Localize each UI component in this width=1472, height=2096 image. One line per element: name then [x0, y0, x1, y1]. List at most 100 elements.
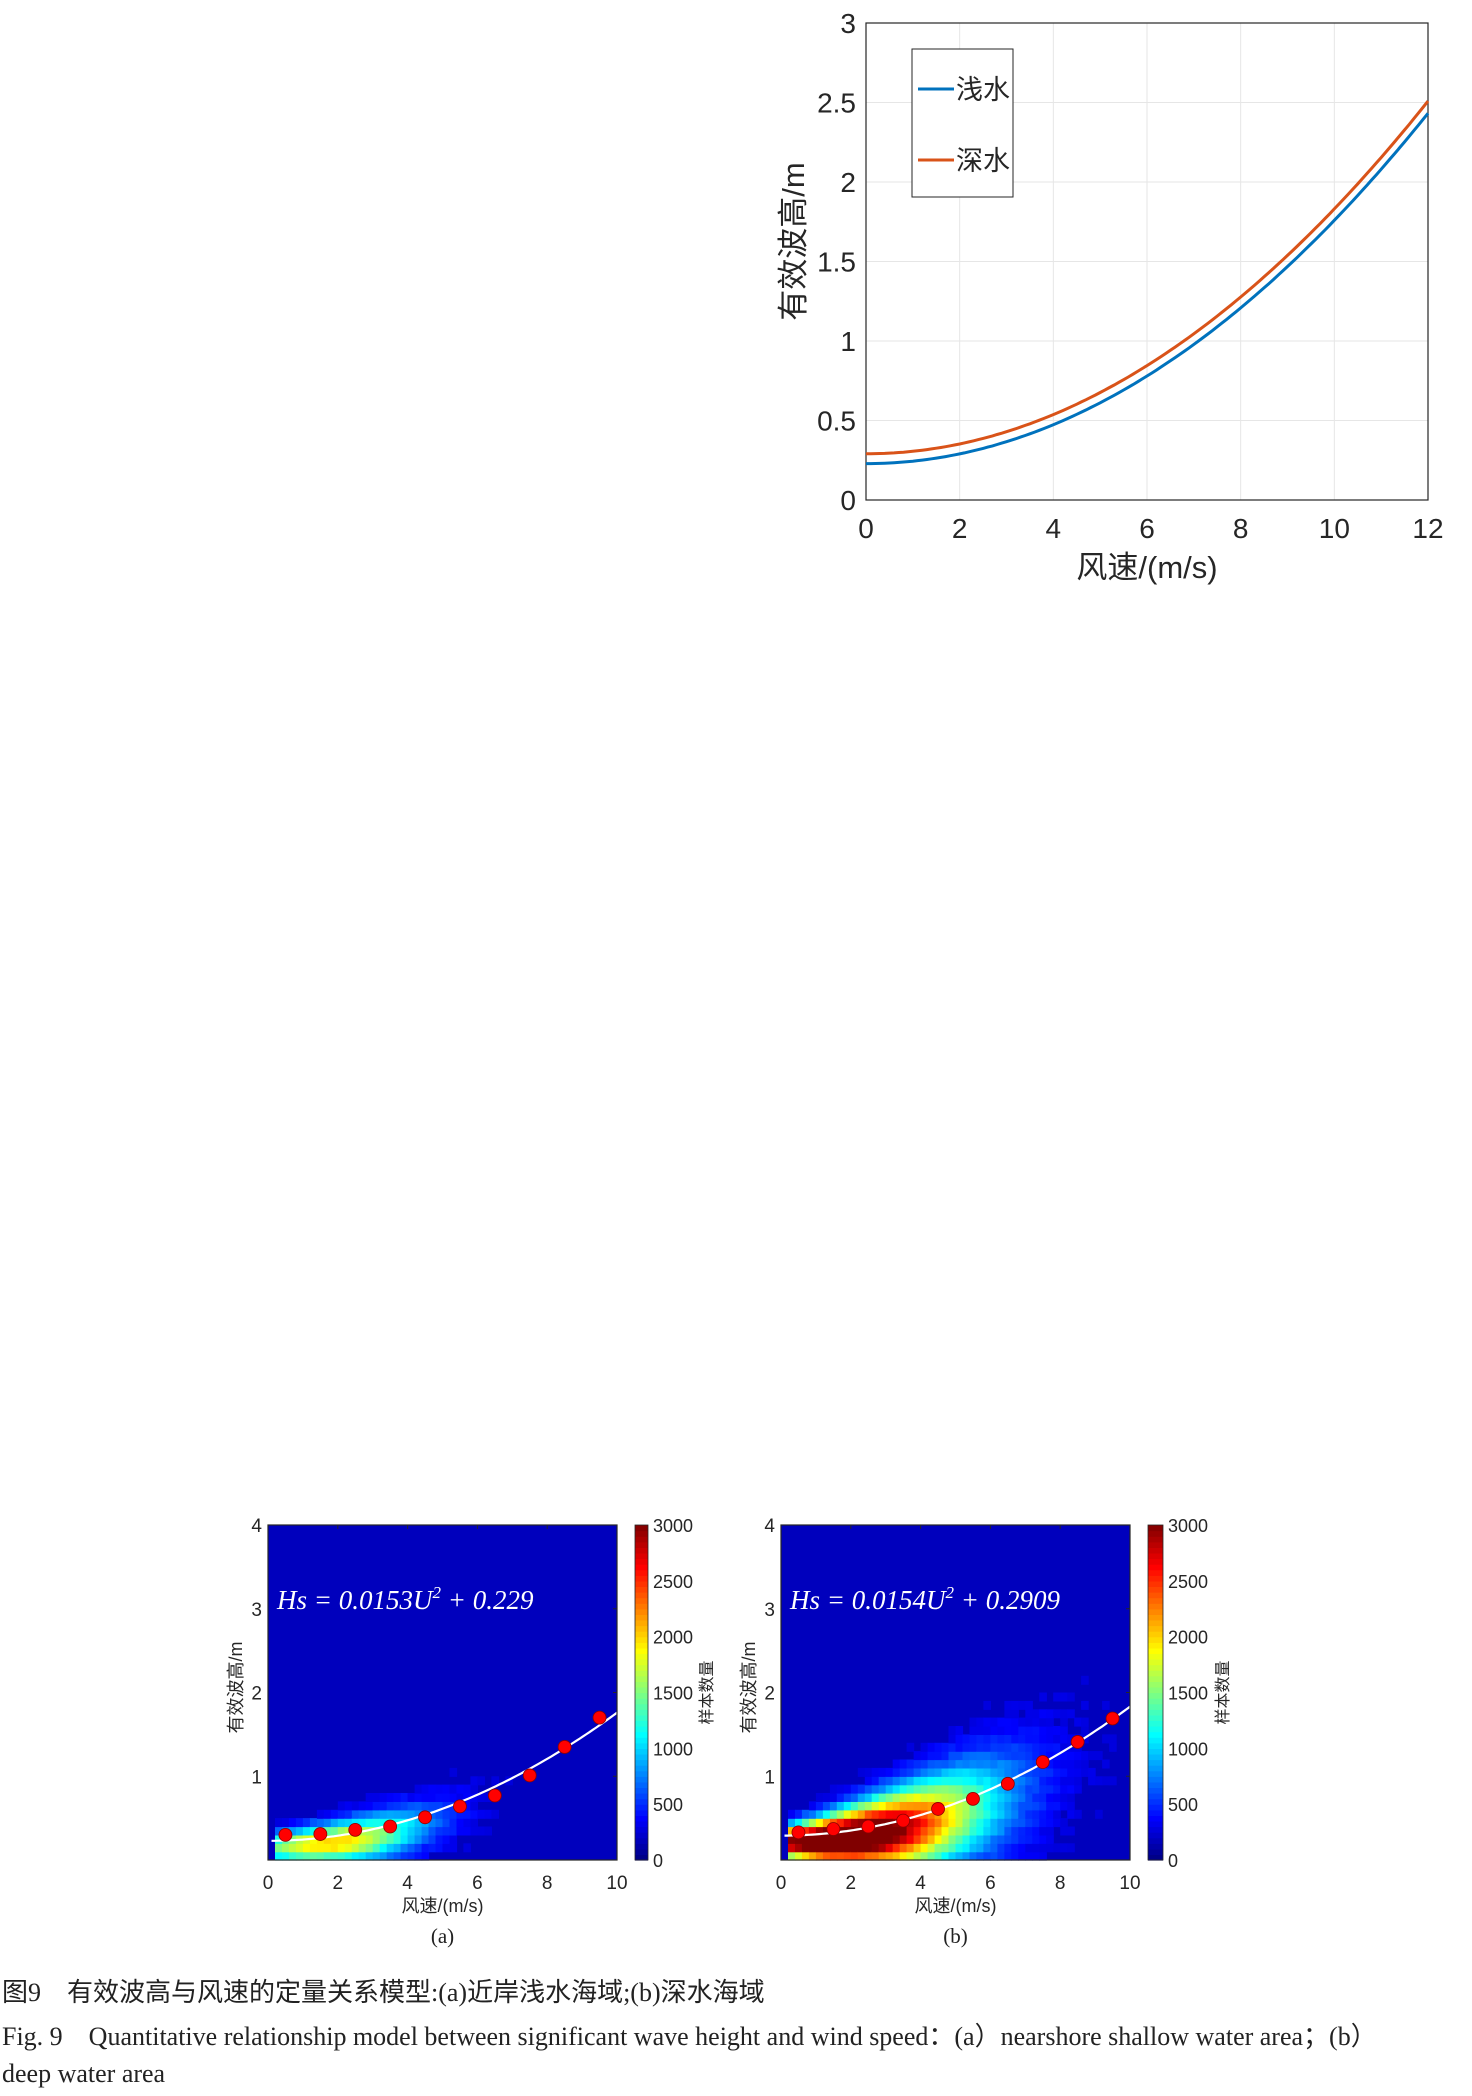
heatmap-cell: [934, 1809, 943, 1819]
heatmap-cell: [976, 1834, 984, 1844]
heatmap-cell: [1018, 1826, 1026, 1836]
heatmap-cell: [386, 1809, 395, 1819]
heatmap-cell: [1053, 1793, 1061, 1802]
legend-label: 浅水: [956, 75, 1010, 105]
heatmap-cell: [1011, 1793, 1019, 1802]
heatmap-cell: [906, 1809, 915, 1819]
figure-caption-chinese: 图9 有效波高与风速的定量关系模型:(a)近岸浅水海域;(b)深水海域: [2, 1978, 765, 2007]
colorbar-segment: [635, 1832, 648, 1839]
heatmap-cell: [379, 1818, 388, 1828]
heatmap-cell: [997, 1801, 1005, 1811]
heatmap-cell: [976, 1759, 984, 1769]
heatmap-cell: [815, 1793, 824, 1802]
heatmap-cell: [421, 1834, 430, 1844]
mean-point: [826, 1822, 841, 1836]
heatmap-cell: [1018, 1776, 1026, 1786]
heatmap-cell: [379, 1851, 388, 1861]
heatmap-cell: [379, 1809, 388, 1819]
heatmap-cell: [955, 1751, 964, 1761]
colorbar-segment: [635, 1525, 648, 1532]
heatmap-cell: [1025, 1809, 1033, 1819]
heatmap-cell: [470, 1809, 478, 1819]
heatmap-cell: [788, 1843, 796, 1853]
heatmap-cell: [309, 1851, 318, 1861]
heatmap-cell: [358, 1818, 367, 1828]
heatmap-cell: [843, 1793, 852, 1802]
heatmap-cell: [864, 1784, 873, 1794]
heatmap-cell: [435, 1801, 444, 1811]
heatmap-cell: [463, 1801, 471, 1811]
heatmap-cell: [351, 1801, 360, 1811]
heatmap-cell: [456, 1809, 465, 1819]
colorbar-tick-label: 3000: [1168, 1516, 1208, 1536]
heatmap-cell: [878, 1793, 887, 1802]
heatmap-cell: [1004, 1818, 1012, 1828]
heatmap-cell: [899, 1793, 908, 1802]
heatmap-cell: [997, 1818, 1005, 1828]
heatmap-cell: [435, 1818, 444, 1828]
colorbar-segment: [1148, 1848, 1163, 1855]
heatmap-cell: [323, 1834, 332, 1844]
heatmap-cell: [470, 1784, 478, 1794]
heatmap-cell: [892, 1843, 901, 1853]
heatmap-cell: [365, 1843, 374, 1853]
heatmap-cell: [1011, 1767, 1019, 1777]
mean-point: [791, 1825, 806, 1840]
heatmap-cell: [1011, 1717, 1019, 1727]
colorbar: 0 500 1000 1500 2000 2500 3000 样本数量: [1147, 1516, 1232, 1871]
heatmap-cell: [372, 1818, 381, 1828]
colorbar-segment: [1148, 1564, 1163, 1571]
heatmap-cell: [843, 1809, 852, 1819]
heatmap-cell: [1004, 1767, 1012, 1777]
heatmap-cell: [393, 1809, 402, 1819]
heatmap-cell: [969, 1717, 978, 1727]
mean-point: [278, 1827, 293, 1842]
heatmap-cell: [878, 1843, 887, 1853]
heatmap-cell: [288, 1826, 297, 1836]
heatmap-cell: [1032, 1776, 1040, 1786]
colorbar-segment: [635, 1675, 648, 1682]
heatmap-cell: [962, 1818, 971, 1828]
heatmap-cell: [1004, 1759, 1012, 1769]
heatmap-cell: [962, 1784, 971, 1794]
heatmap-cell: [351, 1818, 360, 1828]
colorbar-segment: [1148, 1826, 1163, 1833]
colorbar-segment: [1148, 1787, 1163, 1794]
colorbar-segment: [1148, 1653, 1163, 1660]
heatmap-cell: [491, 1776, 499, 1786]
heatmap-cell: [948, 1742, 957, 1752]
heatmap-cell: [372, 1826, 381, 1836]
heatmap-cell: [1018, 1742, 1026, 1752]
colorbar-tick-label: 1500: [1168, 1684, 1208, 1704]
heatmap-cell: [393, 1818, 402, 1828]
heatmap-cell: [948, 1759, 957, 1769]
heatmap-cell: [878, 1809, 887, 1819]
heatmap-cell: [442, 1801, 451, 1811]
heatmap-cell: [477, 1776, 485, 1786]
heatmap-cell: [955, 1843, 964, 1853]
colorbar-segment: [1148, 1686, 1163, 1694]
heatmap-cell: [414, 1793, 423, 1802]
heatmap-cell: [1046, 1726, 1054, 1735]
heatmap-cell: [892, 1759, 901, 1769]
heatmap-cell: [864, 1809, 873, 1819]
heatmap-cell: [913, 1751, 922, 1761]
heatmap-cell: [941, 1809, 950, 1819]
heatmap-cell: [899, 1826, 908, 1836]
heatmap-cell: [414, 1834, 423, 1844]
heatmap-cell: [1067, 1692, 1075, 1702]
heatmap-cell: [428, 1818, 437, 1828]
heatmap-cell: [850, 1801, 859, 1811]
heatmap-cell: [1018, 1759, 1026, 1769]
heatmap-cell: [505, 1776, 513, 1786]
heatmap-cell: [976, 1767, 984, 1777]
heatmap-cell: [1067, 1793, 1075, 1802]
colorbar-segment: [635, 1636, 648, 1643]
heatmap-cell: [976, 1726, 984, 1735]
heatmap-cell: [815, 1834, 824, 1844]
heatmap-cell: [316, 1843, 325, 1853]
y-tick-label: 4: [251, 1516, 262, 1537]
heatmap-cell: [795, 1834, 803, 1844]
heatmap-cell: [927, 1784, 936, 1794]
colorbar-segment: [635, 1614, 648, 1621]
